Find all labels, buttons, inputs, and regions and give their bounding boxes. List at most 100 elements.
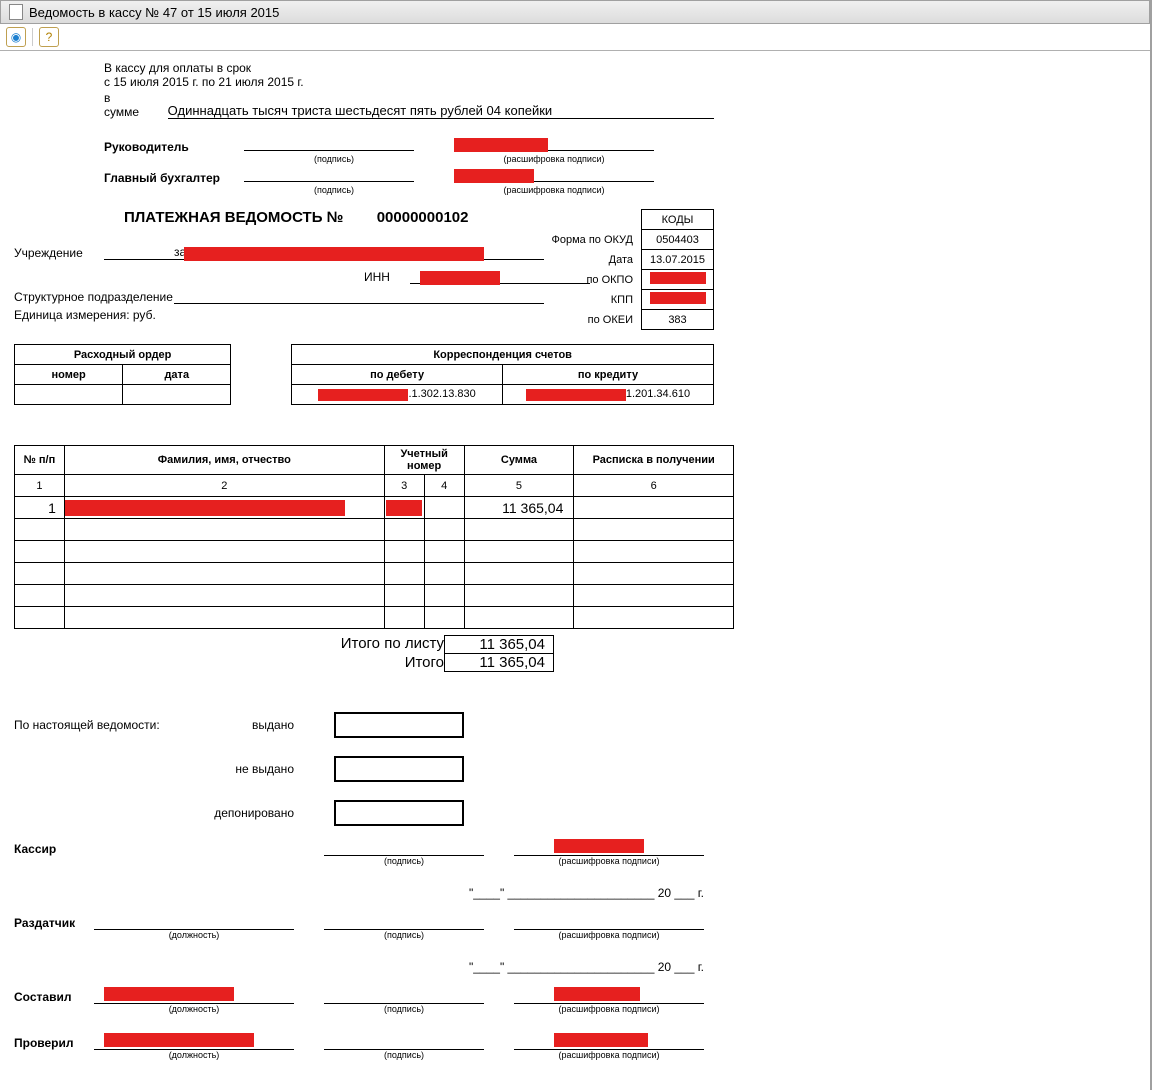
decipher-caption: (расшифровка подписи) — [454, 154, 654, 164]
idx-6: 6 — [574, 475, 734, 497]
idx-5: 5 — [464, 475, 574, 497]
sum-label: в сумме — [104, 91, 148, 119]
position-caption: (должность) — [94, 930, 294, 940]
table-cell — [424, 541, 464, 563]
decipher-caption: (расшифровка подписи) — [514, 930, 704, 940]
table-cell — [574, 519, 734, 541]
redacted-block — [65, 500, 345, 516]
table-cell — [424, 563, 464, 585]
order-title: Расходный ордер — [15, 345, 231, 365]
app-window: Ведомость в кассу № 47 от 15 июля 2015 ◉… — [0, 0, 1152, 1090]
distributor-decipher-line — [514, 912, 704, 930]
sheet-total-value: 11 365,04 — [444, 635, 554, 654]
table-cell — [384, 563, 424, 585]
redacted-block — [554, 839, 644, 853]
credit-code: 1.201.34.610 — [626, 388, 690, 400]
redacted-block — [554, 987, 640, 1001]
row1-tn2 — [424, 497, 464, 519]
inn-label: ИНН — [364, 270, 390, 284]
distributor-sig: Раздатчик (должность) (подпись) (расшифр… — [14, 912, 714, 940]
redacted-block — [104, 987, 234, 1001]
doc-number: 00000000102 — [377, 209, 469, 226]
sum-words: Одиннадцать тысяч триста шестьдесят пять… — [168, 103, 714, 119]
compiled-pos-line — [94, 986, 294, 1004]
signature-caption: (подпись) — [324, 930, 484, 940]
table-cell — [15, 519, 65, 541]
leader-label: Руководитель — [104, 140, 244, 154]
table-cell — [64, 585, 384, 607]
idx-3: 3 — [384, 475, 424, 497]
doc-title: ПЛАТЕЖНАЯ ВЕДОМОСТЬ № — [124, 209, 343, 226]
row1-tn1 — [384, 497, 424, 519]
subdivision-line — [174, 290, 544, 304]
checked-label: Проверил — [14, 1036, 94, 1050]
compiled-label: Составил — [14, 990, 94, 1004]
okei-label: по ОКЕИ — [546, 310, 642, 330]
decipher-caption: (расшифровка подписи) — [514, 1050, 704, 1060]
corr-table: Корреспонденция счетов по дебету по кред… — [291, 344, 714, 405]
accountant-sign-line — [244, 168, 414, 182]
total-value: 11 365,04 — [444, 654, 554, 672]
kpp-label: КПП — [546, 290, 642, 310]
okud-value: 0504403 — [642, 230, 714, 250]
table-cell — [64, 541, 384, 563]
table-cell — [464, 541, 574, 563]
document-page: В кассу для оплаты в срок с 15 июля 2015… — [4, 51, 744, 1090]
corr-debit: по дебету — [292, 365, 503, 385]
camera-icon[interactable]: ◉ — [6, 27, 26, 47]
col-tabnum: Учетный номер — [384, 446, 464, 475]
signature-caption: (подпись) — [324, 1050, 484, 1060]
decipher-caption: (расшифровка подписи) — [454, 185, 654, 195]
table-cell — [15, 563, 65, 585]
col-sum: Сумма — [464, 446, 574, 475]
table-cell — [574, 541, 734, 563]
checked-pos-line — [94, 1032, 294, 1050]
col-fio: Фамилия, имя, отчество — [64, 446, 384, 475]
corr-title: Корреспонденция счетов — [292, 345, 714, 365]
distributor-sign-line — [324, 912, 484, 930]
title-bar: Ведомость в кассу № 47 от 15 июля 2015 — [0, 0, 1150, 24]
date-line-2: "____" ______________________ 20 ___ г. — [14, 960, 704, 974]
inn-line — [410, 270, 590, 284]
idx-1: 1 — [15, 475, 65, 497]
table-cell — [464, 563, 574, 585]
table-cell — [15, 607, 65, 629]
toolbar: ◉ ? — [0, 24, 1150, 51]
institution-label: Учреждение — [14, 246, 104, 260]
redacted-block — [184, 247, 484, 261]
redacted-block — [650, 272, 706, 284]
help-icon[interactable]: ? — [39, 27, 59, 47]
table-cell — [424, 519, 464, 541]
redacted-block — [554, 1033, 648, 1047]
order-date-cell — [123, 385, 231, 405]
okpo-value — [642, 270, 714, 290]
checked-sign-line — [324, 1032, 484, 1050]
institution-line — [104, 246, 544, 260]
document-icon — [9, 4, 23, 20]
table-cell — [15, 585, 65, 607]
sheet-total-label: Итого по листу — [284, 635, 444, 654]
table-cell — [464, 519, 574, 541]
corr-debit-cell: .1.302.13.830 — [292, 385, 503, 405]
by-statement: По настоящей ведомости: — [14, 718, 174, 732]
compiled-sign-line — [324, 986, 484, 1004]
redacted-block — [104, 1033, 254, 1047]
deposited-label: депонировано — [214, 806, 294, 820]
table-cell — [64, 607, 384, 629]
decipher-caption: (расшифровка подписи) — [514, 1004, 704, 1014]
okud-label: Форма по ОКУД — [546, 230, 642, 250]
signature-caption: (подпись) — [324, 856, 484, 866]
position-caption: (должность) — [94, 1050, 294, 1060]
table-cell — [464, 607, 574, 629]
subdivision-label: Структурное подразделение — [14, 290, 174, 304]
table-cell — [464, 585, 574, 607]
order-col-date: дата — [123, 365, 231, 385]
cashier-label: Кассир — [14, 842, 94, 856]
redacted-block — [420, 271, 500, 285]
checked-sig: Проверил (должность) (подпись) (расшифро… — [14, 1032, 714, 1060]
kpp-value — [642, 290, 714, 310]
accountant-label: Главный бухгалтер — [104, 171, 244, 185]
table-cell — [384, 607, 424, 629]
col-receipt: Расписка в получении — [574, 446, 734, 475]
total-label: Итого — [284, 654, 444, 672]
